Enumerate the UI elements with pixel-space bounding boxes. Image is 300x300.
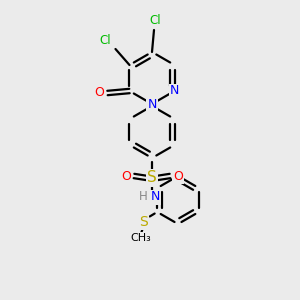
Text: S: S	[139, 215, 148, 229]
Text: Cl: Cl	[100, 34, 111, 47]
Text: Cl: Cl	[149, 14, 161, 26]
Text: CH₃: CH₃	[131, 233, 152, 243]
Text: O: O	[94, 86, 104, 100]
Text: N: N	[147, 98, 157, 110]
Text: N: N	[170, 85, 179, 98]
Text: O: O	[173, 169, 183, 182]
Text: N: N	[150, 190, 160, 203]
Text: O: O	[121, 169, 131, 182]
Text: H: H	[139, 190, 147, 203]
Text: S: S	[147, 170, 157, 185]
